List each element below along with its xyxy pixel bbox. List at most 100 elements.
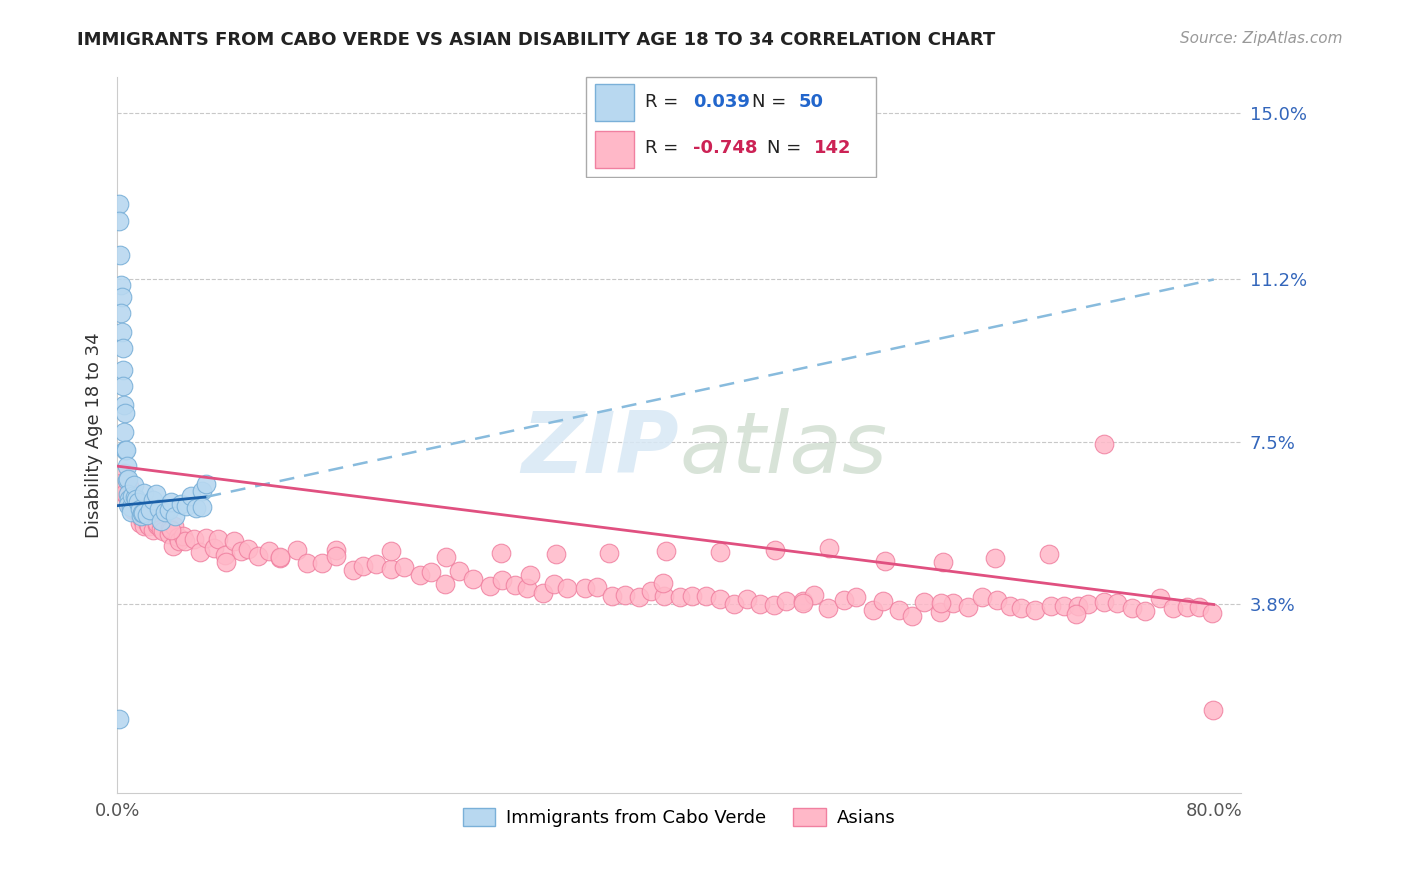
Point	[172, 529, 194, 543]
Text: ZIP: ZIP	[522, 409, 679, 491]
Point	[942, 595, 965, 609]
Point	[285, 543, 308, 558]
Point	[489, 546, 512, 560]
Point	[186, 500, 208, 515]
Point	[107, 712, 129, 726]
Point	[110, 248, 132, 262]
FancyBboxPatch shape	[595, 131, 634, 168]
Point	[167, 530, 190, 544]
Point	[912, 595, 935, 609]
Text: 0.039: 0.039	[693, 93, 749, 111]
Point	[115, 458, 138, 473]
Point	[986, 592, 1008, 607]
Text: -0.748: -0.748	[693, 139, 758, 157]
Point	[145, 487, 167, 501]
Point	[775, 594, 797, 608]
Point	[127, 494, 149, 508]
Point	[586, 580, 609, 594]
Point	[124, 477, 146, 491]
Point	[111, 290, 134, 304]
Point	[238, 542, 260, 557]
Point	[1038, 547, 1060, 561]
Point	[862, 603, 884, 617]
Point	[325, 543, 347, 558]
Point	[174, 500, 197, 514]
Point	[342, 563, 364, 577]
Point	[146, 516, 169, 530]
Point	[652, 589, 675, 603]
Point	[117, 473, 139, 487]
Point	[1066, 599, 1088, 613]
Point	[131, 507, 153, 521]
Point	[655, 544, 678, 558]
Point	[157, 502, 180, 516]
Point	[544, 547, 567, 561]
Point	[1105, 596, 1128, 610]
Point	[901, 609, 924, 624]
Point	[169, 534, 191, 549]
Point	[998, 599, 1021, 614]
Point	[195, 532, 218, 546]
Point	[491, 573, 513, 587]
Point	[107, 213, 129, 227]
Point	[1039, 599, 1062, 614]
Point	[709, 591, 731, 606]
Point	[1202, 703, 1225, 717]
Text: 50: 50	[799, 93, 824, 111]
FancyBboxPatch shape	[586, 77, 876, 178]
Point	[1010, 600, 1032, 615]
Point	[111, 363, 134, 377]
Point	[872, 594, 894, 608]
Text: R =: R =	[645, 139, 679, 157]
Point	[124, 491, 146, 506]
Point	[138, 518, 160, 533]
Point	[125, 491, 148, 506]
Point	[873, 553, 896, 567]
Point	[229, 543, 252, 558]
Point	[122, 493, 145, 508]
Point	[929, 596, 952, 610]
Point	[114, 485, 136, 500]
Point	[165, 508, 187, 523]
Point	[669, 590, 692, 604]
Point	[120, 500, 142, 515]
Point	[117, 498, 139, 512]
Point	[120, 505, 142, 519]
Point	[136, 516, 159, 531]
Point	[613, 588, 636, 602]
Point	[149, 514, 172, 528]
Point	[159, 521, 181, 535]
Point	[111, 342, 134, 356]
Point	[112, 398, 135, 412]
Point	[118, 484, 141, 499]
Point	[1092, 595, 1115, 609]
Point	[131, 512, 153, 526]
FancyBboxPatch shape	[595, 84, 634, 121]
Point	[297, 557, 319, 571]
Point	[114, 442, 136, 457]
Point	[516, 582, 538, 596]
Point	[803, 588, 825, 602]
Point	[132, 519, 155, 533]
Point	[1092, 437, 1115, 451]
Point	[723, 597, 745, 611]
Point	[763, 598, 786, 612]
Point	[153, 505, 176, 519]
Point	[110, 475, 132, 490]
Point	[110, 277, 132, 292]
Point	[207, 532, 229, 546]
Point	[122, 503, 145, 517]
Point	[121, 489, 143, 503]
Point	[108, 197, 131, 211]
Point	[543, 577, 565, 591]
Point	[531, 586, 554, 600]
Point	[112, 425, 135, 440]
Point	[1024, 603, 1046, 617]
Point	[139, 503, 162, 517]
Point	[957, 600, 980, 615]
Point	[449, 564, 471, 578]
Point	[162, 540, 184, 554]
Point	[188, 545, 211, 559]
Point	[681, 589, 703, 603]
Point	[128, 502, 150, 516]
